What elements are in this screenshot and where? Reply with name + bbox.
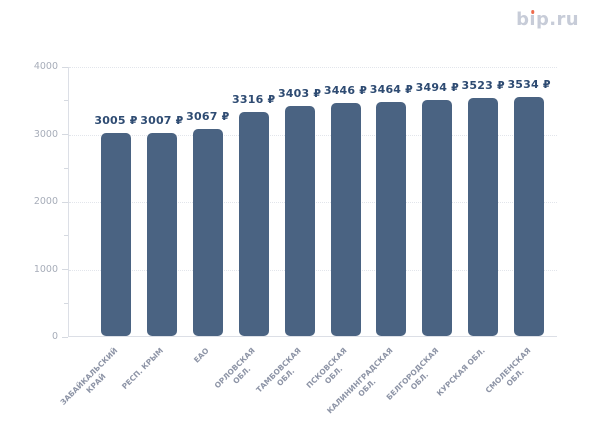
gridline [69,67,557,68]
x-axis-label-text: ЗАБАЙКАЛЬСКИЙ КРАЙ [59,346,127,414]
bar-value-label: 3007 ₽ [140,114,184,128]
x-axis-label-line: ЕАО [192,346,212,365]
bar[interactable] [238,112,269,336]
x-axis-label-text: РЕСП. КРЫМ [120,346,166,392]
bar-value-label: 3534 ₽ [507,78,551,92]
bar[interactable] [146,133,177,336]
y-axis-tick-label: 4000 [33,61,58,72]
y-minor-tick [64,302,68,304]
bar[interactable] [468,98,499,336]
x-axis-label-text: ЕАО [193,346,212,365]
x-axis-label-text: ТАМБОВСКАЯ ОБЛ. [255,346,311,402]
bar[interactable] [422,100,453,336]
bar[interactable] [514,97,545,336]
bip-ru-logo[interactable]: bı p.ru [516,9,579,30]
logo-text-part2: p.ru [535,9,579,30]
bar[interactable] [284,106,315,336]
y-minor-tick [64,235,68,237]
bar[interactable] [376,102,407,336]
y-axis-tick-label: 2000 [33,196,58,207]
y-major-tick [62,336,68,338]
logo-letter-i: ı [529,9,536,30]
bar[interactable] [101,133,131,336]
x-axis-label-line: РЕСП. КРЫМ [120,346,166,392]
logo-text-part1: b [516,9,530,30]
y-axis-tick-label: 1000 [33,263,58,275]
x-axis-label-text: СМОЛЕНСКАЯ ОБЛ. [484,346,540,402]
y-major-tick [62,134,68,135]
bar-value-label: 3523 ₽ [461,79,505,93]
y-major-tick [62,201,68,203]
y-minor-tick [64,100,68,102]
y-major-tick [62,66,68,68]
bar[interactable] [192,128,223,336]
y-major-tick [62,269,68,270]
logo-i-dot [530,10,535,14]
y-minor-tick [64,167,68,169]
x-axis-labels: ЗАБАЙКАЛЬСКИЙ КРАЙ РЕСП. КРЫМ ЕАО ОРЛОВСКАЯ О… [59,340,557,425]
y-axis-tick-label: 3000 [33,128,58,140]
bar-value-label: 3464 ₽ [369,83,414,97]
bar-value-label: 3005 ₽ [94,114,138,128]
plot-area: 3005 ₽3007 ₽3067 ₽3316 ₽3403 ₽3446 ₽3464… [68,67,557,337]
bar[interactable] [330,103,361,336]
bar-value-label: 3316 ₽ [232,93,276,107]
bar-value-label: 3446 ₽ [323,84,368,98]
y-axis-tick-label: 0 [51,331,58,342]
bar-value-label: 3403 ₽ [277,87,322,101]
x-axis-label-line: ЗАБАЙКАЛЬСКИЙ [58,346,120,407]
bar-value-label: 3067 ₽ [186,109,230,123]
bar-value-label: 3494 ₽ [415,81,459,95]
